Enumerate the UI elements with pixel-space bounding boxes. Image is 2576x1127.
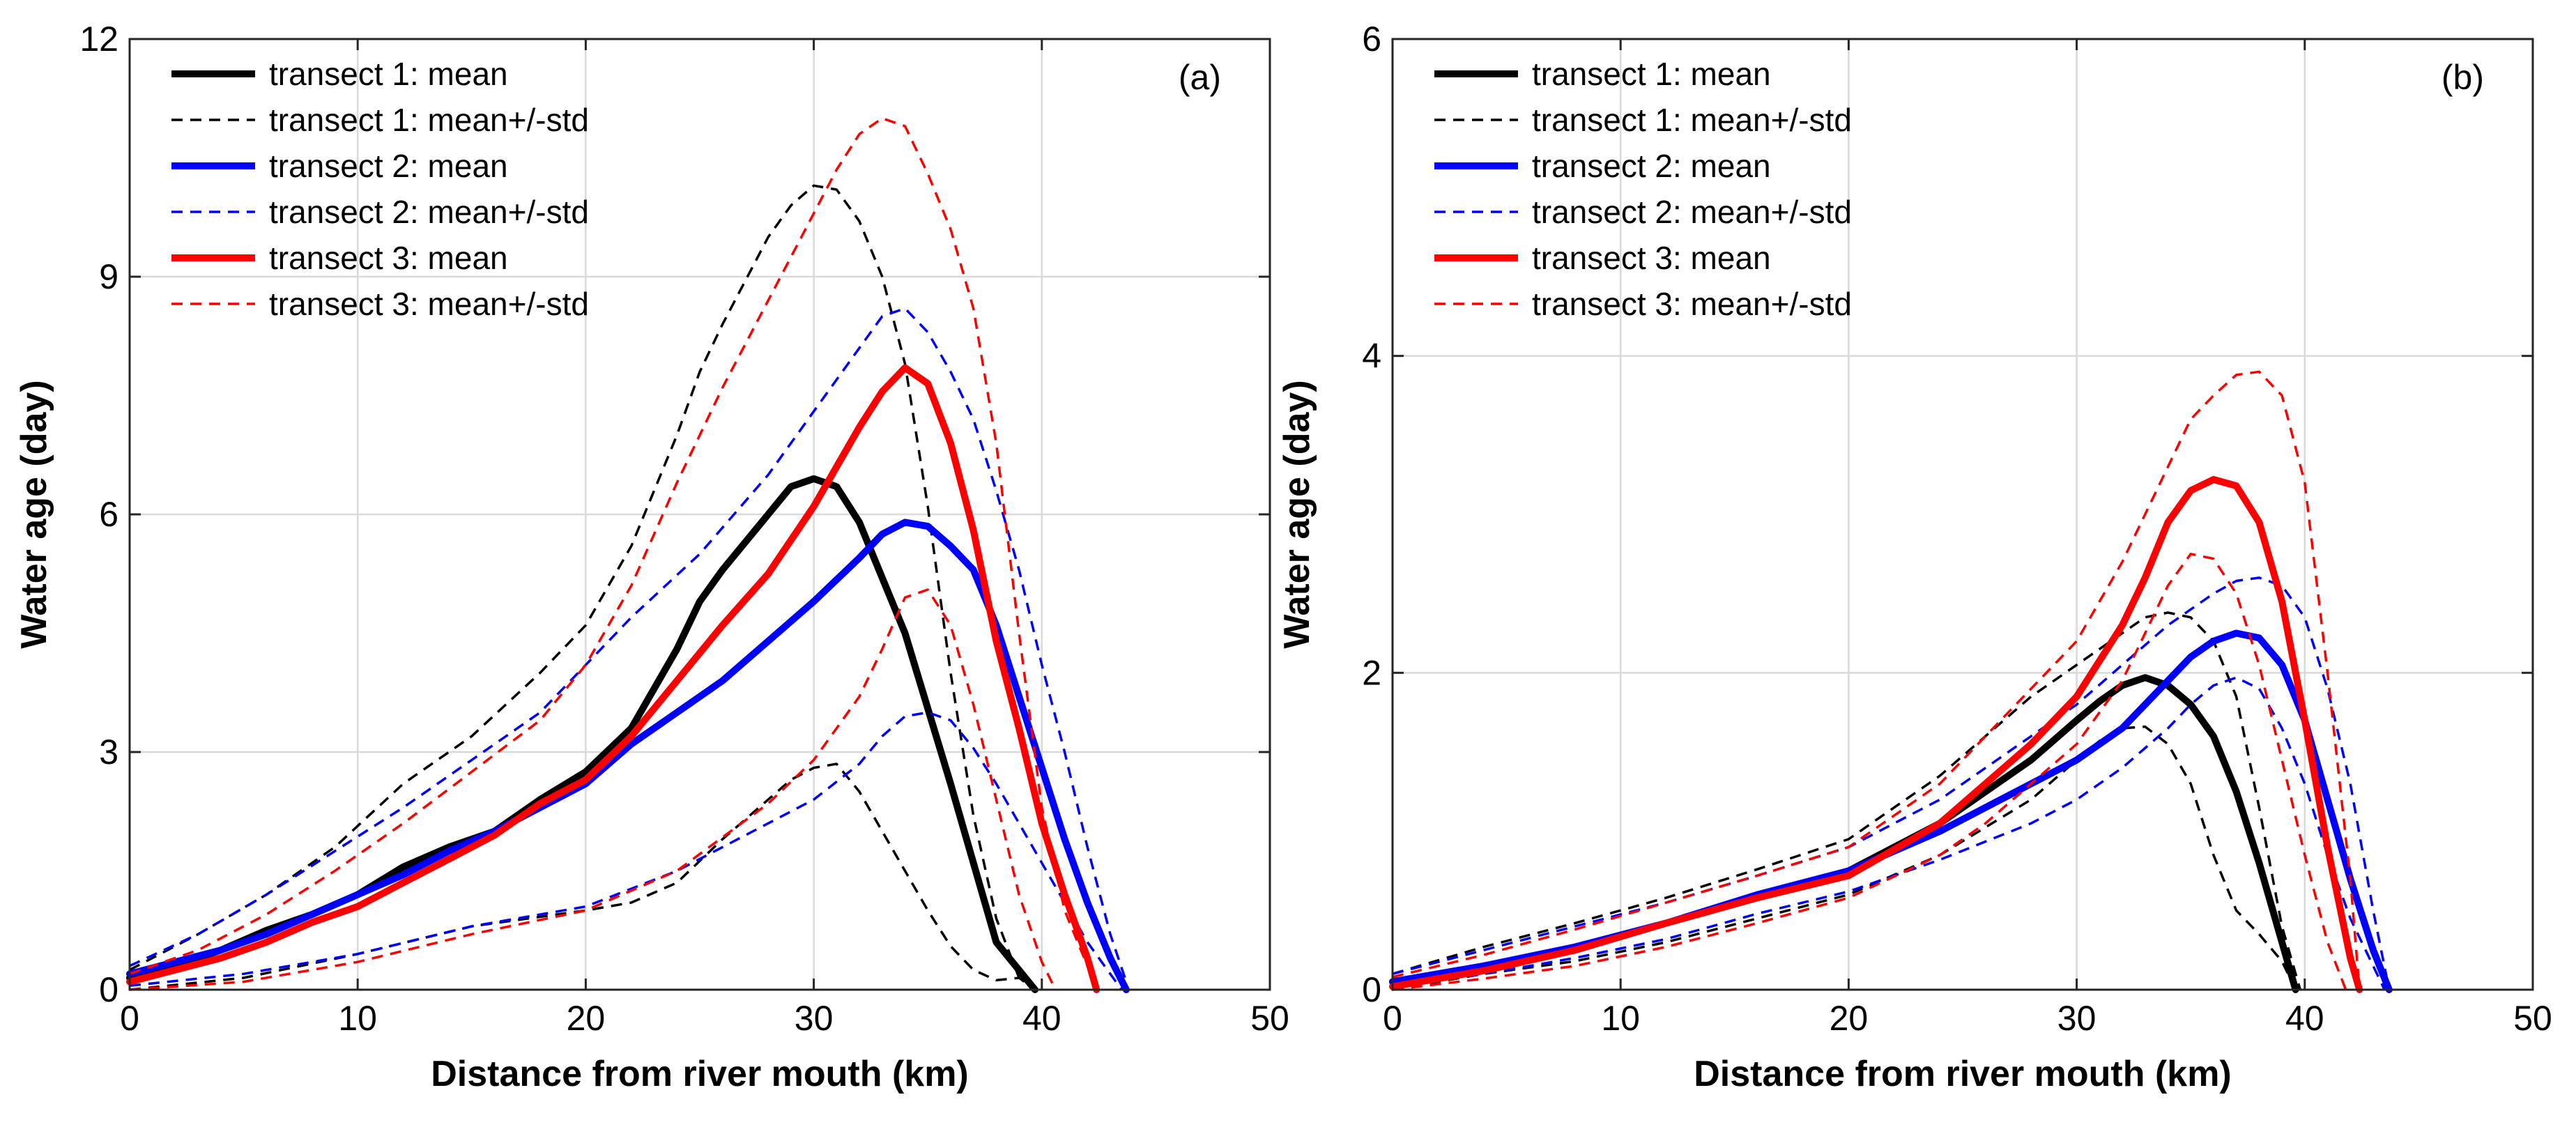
panel-b-plot-area <box>1393 39 2533 990</box>
panel-b-legend-label-transect-3-mean: transect 3: mean <box>1532 240 1771 276</box>
panel-a-y-tick-label: 6 <box>99 495 118 534</box>
panel-a-series-transect-2-mean <box>126 519 1130 993</box>
panel-b-chart: 0 10 20 30 40 50 0 2 4 6 Distance from river mouth… <box>1277 20 2552 1094</box>
panel-b-legend-label-transect-2-mean: transect 2: mean <box>1532 148 1771 184</box>
panel-b-series-transect-3-mean-std-lower <box>1392 553 2347 991</box>
panel-b-legend-label-transect-1-mean: transect 1: mean <box>1532 56 1771 92</box>
panel-a-y-tick-label: 9 <box>99 257 118 296</box>
panel-b-legend: transect 1: mean transect 1: mean+/-std tr… <box>1434 56 1852 322</box>
panel-a-series-transect-3-mean-std-lower <box>129 588 1057 991</box>
panel-b-legend-label-transect-1-mean-std: transect 1: mean+/-std <box>1532 102 1852 138</box>
panel-b-series-transect-3-mean-std <box>1392 370 2361 990</box>
panel-a-x-tick-label: 10 <box>338 999 377 1038</box>
panel-b-x-tick-label: 40 <box>2285 999 2324 1038</box>
panel-b-legend-label-transect-3-mean-std: transect 3: mean+/-std <box>1532 286 1852 322</box>
panel-b-series-transect-1-mean-std <box>1392 611 2301 990</box>
panel-b-y-axis-label: Water age (day) <box>1277 380 1317 648</box>
panel-a-x-tick-label: 0 <box>120 999 139 1038</box>
panel-a-y-tick-label: 12 <box>79 20 118 59</box>
panel-a-x-tick-label: 50 <box>1250 999 1289 1038</box>
panel-a-legend-label-transect-3-mean: transect 3: mean <box>269 240 508 276</box>
panel-a-x-tick-label: 30 <box>795 999 834 1038</box>
panel-a-legend-label-transect-1-mean: transect 1: mean <box>269 56 508 92</box>
panel-a-x-tick-label: 20 <box>567 999 606 1038</box>
panel-a-y-tick-label: 3 <box>99 733 118 772</box>
panel-a-series-transect-2-mean-std-lower <box>129 711 1123 991</box>
panel-a-series-transect-3-mean <box>126 364 1101 993</box>
panel-a-y-axis-label: Water age (day) <box>14 380 54 648</box>
panel-b-panel-label: (b) <box>2441 58 2484 97</box>
panel-b-x-tick-label: 0 <box>1383 999 1402 1038</box>
panel-a-series-transect-3-mean-std <box>129 116 1098 990</box>
panel-b-y-tick-label: 2 <box>1362 653 1381 692</box>
panel-a-legend-label-transect-2-mean: transect 2: mean <box>269 148 508 184</box>
panel-b-y-tick-label: 6 <box>1362 20 1381 59</box>
panel-a-panel-label: (a) <box>1179 58 1221 97</box>
panel-b-x-axis-label: Distance from river mouth (km) <box>1694 1054 2232 1094</box>
panel-a-chart: 0 10 20 30 40 50 0 3 6 9 12 Distance from river mou… <box>14 20 1289 1094</box>
panel-b-x-tick-label: 10 <box>1601 999 1640 1038</box>
panel-a-x-tick-label: 40 <box>1022 999 1061 1038</box>
panel-a-y-tick-label: 0 <box>99 970 118 1009</box>
panel-b-series-transect-2-mean-std-lower <box>1392 676 2386 990</box>
panel-b-y-tick-label: 0 <box>1362 970 1381 1009</box>
panel-a-legend: transect 1: mean transect 1: mean+/-std tr… <box>171 56 589 322</box>
panel-a-legend-label-transect-2-mean-std: transect 2: mean+/-std <box>269 194 589 230</box>
panel-a-series-transect-1-mean-std-lower <box>129 762 1036 991</box>
panel-a-series-transect-2-mean-std <box>129 307 1128 983</box>
panel-b-axes-box <box>1391 38 2534 991</box>
panel-a-x-axis-label: Distance from river mouth (km) <box>431 1054 969 1094</box>
panel-a-legend-label-transect-3-mean-std: transect 3: mean+/-std <box>269 286 589 322</box>
panel-b-x-tick-label: 50 <box>2513 999 2552 1038</box>
panel-a-legend-label-transect-1-mean-std: transect 1: mean+/-std <box>269 102 589 138</box>
panel-b-x-tick-label: 20 <box>1830 999 1869 1038</box>
panel-b-series-transect-2-mean-std <box>1392 576 2391 990</box>
panel-b-y-tick-label: 4 <box>1362 337 1381 376</box>
panel-b-x-tick-label: 30 <box>2057 999 2096 1038</box>
panel-b-series-transect-3-mean <box>1389 476 2363 993</box>
panel-b-legend-label-transect-2-mean-std: transect 2: mean+/-std <box>1532 194 1852 230</box>
